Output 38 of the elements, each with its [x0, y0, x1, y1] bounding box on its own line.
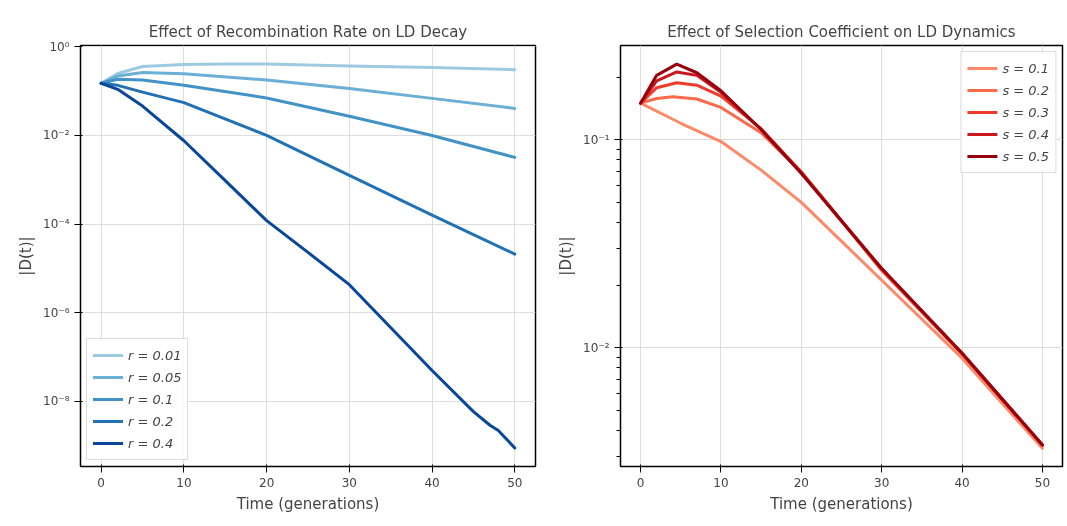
chart-title: Effect of Recombination Rate on LD Decay	[148, 22, 468, 41]
y-axis-title: |D(t)|	[17, 236, 36, 276]
y-tick-label: 10⁻⁴	[43, 217, 70, 232]
legend-label: r = 0.1	[128, 391, 174, 407]
legend-label: s = 0.4	[1002, 126, 1049, 142]
x-tick-label: 10	[176, 475, 192, 490]
x-tick-label: 30	[874, 475, 890, 490]
chart-title: Effect of Selection Coefficient on LD Dynamics	[667, 22, 1016, 41]
legend-label: s = 0.5	[1002, 148, 1049, 164]
x-tick-label: 30	[341, 475, 358, 490]
line-series	[99, 81, 517, 450]
line-series	[99, 62, 517, 85]
y-axis-title: |D(t)|	[557, 236, 576, 276]
legend-label: r = 0.05	[128, 369, 182, 385]
y-tick-label: 10⁻²	[583, 340, 610, 355]
legend-label: s = 0.1	[1002, 60, 1049, 76]
x-tick-label: 50	[507, 475, 523, 490]
x-axis-title: Time (generations)	[235, 494, 380, 513]
x-tick-label: 20	[793, 475, 809, 490]
y-tick-label: 10⁻⁶	[43, 305, 70, 320]
x-axis-title: Time (generations)	[769, 494, 913, 513]
legend-label: r = 0.2	[128, 413, 174, 429]
y-tick-label: 10⁻⁸	[43, 394, 70, 409]
y-tick-label: 10⁻¹	[583, 132, 610, 147]
x-tick-label: 10	[713, 475, 729, 490]
legend-label: r = 0.01	[128, 347, 182, 363]
x-tick-label: 0	[636, 475, 645, 490]
legend-label: s = 0.2	[1002, 82, 1049, 98]
y-tick-label: 10⁰	[49, 39, 70, 54]
x-tick-label: 50	[1034, 475, 1051, 490]
legend-label: r = 0.4	[128, 435, 174, 451]
line-series	[99, 77, 517, 159]
x-tick-label: 20	[259, 475, 275, 490]
x-tick-label: 40	[424, 475, 440, 490]
x-tick-label: 40	[954, 475, 970, 490]
legend-label: s = 0.3	[1002, 104, 1049, 120]
x-tick-label: 0	[97, 475, 106, 490]
y-tick-label: 10⁻²	[43, 128, 70, 143]
